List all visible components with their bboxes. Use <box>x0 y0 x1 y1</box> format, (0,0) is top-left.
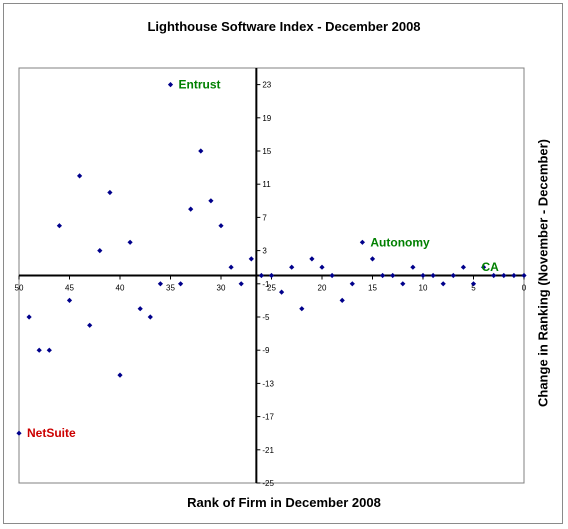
data-point <box>188 206 194 212</box>
data-point <box>137 306 143 312</box>
y-tick-label: -21 <box>262 446 274 455</box>
x-tick-label: 25 <box>267 284 276 293</box>
data-point <box>481 264 487 270</box>
data-point <box>299 306 305 312</box>
data-point <box>87 322 93 328</box>
x-tick-label: 15 <box>368 284 377 293</box>
data-point <box>26 314 32 320</box>
data-point <box>349 281 355 287</box>
data-point <box>248 256 254 262</box>
data-point <box>97 248 103 254</box>
point-annotation: Entrust <box>179 78 221 92</box>
data-point <box>167 82 174 88</box>
data-point <box>369 256 376 262</box>
x-tick-label: 30 <box>217 284 226 293</box>
data-point <box>470 281 477 287</box>
data-point <box>390 272 396 279</box>
data-point <box>511 272 517 279</box>
x-tick-label: 45 <box>65 284 74 293</box>
data-point <box>400 281 406 287</box>
chart-title: Lighthouse Software Index - December 200… <box>147 19 421 34</box>
data-point <box>289 264 295 270</box>
data-point <box>107 189 113 196</box>
y-tick-label: -13 <box>262 379 274 388</box>
y-tick-label: 19 <box>262 114 271 123</box>
y-tick-label: -9 <box>262 346 270 355</box>
data-point <box>208 198 214 204</box>
data-point <box>430 272 436 279</box>
x-tick-label: 5 <box>471 284 476 293</box>
data-point <box>198 148 204 154</box>
points-group <box>16 82 527 436</box>
point-annotation: NetSuite <box>27 426 76 440</box>
data-point <box>16 430 22 436</box>
data-point <box>66 297 73 303</box>
data-point <box>359 239 365 245</box>
y-tick-label: 11 <box>262 180 271 189</box>
x-axis-label: Rank of Firm in December 2008 <box>187 495 381 510</box>
data-point <box>178 281 184 287</box>
data-point <box>410 264 416 270</box>
data-point <box>420 272 426 279</box>
point-annotation: Autonomy <box>370 235 430 249</box>
data-point <box>501 272 507 279</box>
data-point <box>228 264 234 270</box>
y-tick-label: -25 <box>262 479 274 488</box>
y-tick-label: 7 <box>262 213 267 222</box>
data-point <box>268 272 275 279</box>
data-point <box>77 173 83 179</box>
data-point <box>36 347 42 353</box>
y-tick-label: -1 <box>262 280 270 289</box>
y-tick-label: -5 <box>262 313 270 322</box>
data-point <box>319 264 325 270</box>
data-point <box>56 223 62 229</box>
x-tick-label: 10 <box>419 284 428 293</box>
data-point <box>309 256 315 262</box>
y-tick-label: 3 <box>262 247 267 256</box>
data-point <box>380 272 386 279</box>
data-point <box>117 372 123 378</box>
y-tick-label: -17 <box>262 413 274 422</box>
data-point <box>329 272 335 279</box>
data-point <box>238 281 244 287</box>
data-point <box>339 297 345 303</box>
x-tick-label: 20 <box>318 284 327 293</box>
data-point <box>521 272 527 279</box>
data-point <box>460 264 466 270</box>
point-annotation: CA <box>482 260 500 274</box>
x-tick-label: 35 <box>166 284 175 293</box>
data-point <box>450 272 456 279</box>
x-tick-label: 0 <box>522 284 527 293</box>
y-tick-label: 23 <box>262 81 271 90</box>
data-point <box>491 272 497 279</box>
data-point <box>218 223 224 229</box>
x-tick-label: 50 <box>15 284 24 293</box>
data-point <box>440 281 446 287</box>
data-point <box>279 289 285 295</box>
data-point <box>46 347 52 353</box>
data-point <box>127 239 133 245</box>
x-tick-label: 40 <box>116 284 125 293</box>
data-point <box>157 281 163 287</box>
y-tick-label: 15 <box>262 147 271 156</box>
data-point <box>147 314 153 320</box>
data-point <box>258 272 264 279</box>
annotations-group: Entrust Autonomy CA NetSuite <box>27 78 499 441</box>
